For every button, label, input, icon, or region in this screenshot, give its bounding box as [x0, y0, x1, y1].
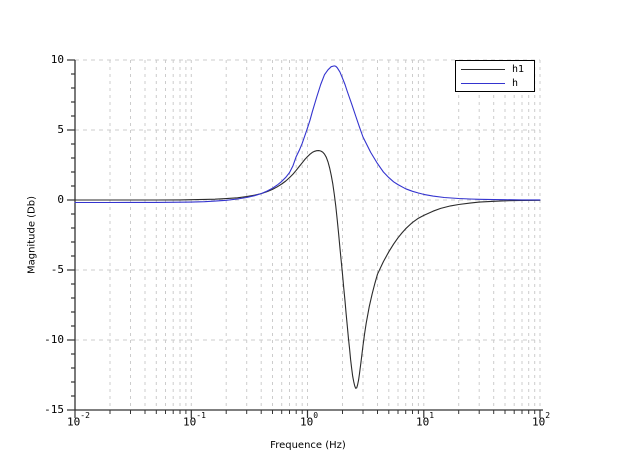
legend-line-h1-icon: [461, 68, 505, 70]
legend-box: h1 h: [455, 60, 535, 92]
legend-entry-h: h: [461, 77, 529, 89]
y-axis-title: Magnitude (Db): [26, 195, 38, 275]
legend-entry-h1: h1: [461, 63, 529, 75]
series-h1-curve: [74, 150, 541, 389]
legend-label-h1: h1: [512, 63, 525, 75]
series-h-curve: [74, 65, 541, 204]
legend-label-h: h: [512, 77, 519, 89]
x-axis-title: Frequence (Hz): [270, 440, 346, 451]
legend-line-h-icon: [461, 82, 505, 84]
